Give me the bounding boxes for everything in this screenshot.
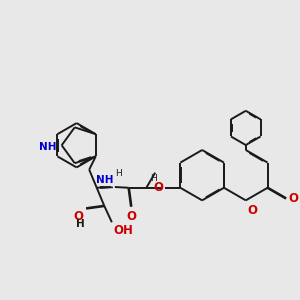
Text: O: O xyxy=(247,204,257,217)
Text: H: H xyxy=(76,219,85,229)
Text: O: O xyxy=(74,210,84,223)
Text: OH: OH xyxy=(113,224,133,237)
Text: O: O xyxy=(126,210,136,223)
Text: O: O xyxy=(153,181,163,194)
Text: O: O xyxy=(289,192,299,205)
Polygon shape xyxy=(100,187,113,188)
Text: NH: NH xyxy=(96,175,113,185)
Text: H: H xyxy=(150,174,157,183)
Text: NH: NH xyxy=(39,142,56,152)
Text: H: H xyxy=(116,169,122,178)
